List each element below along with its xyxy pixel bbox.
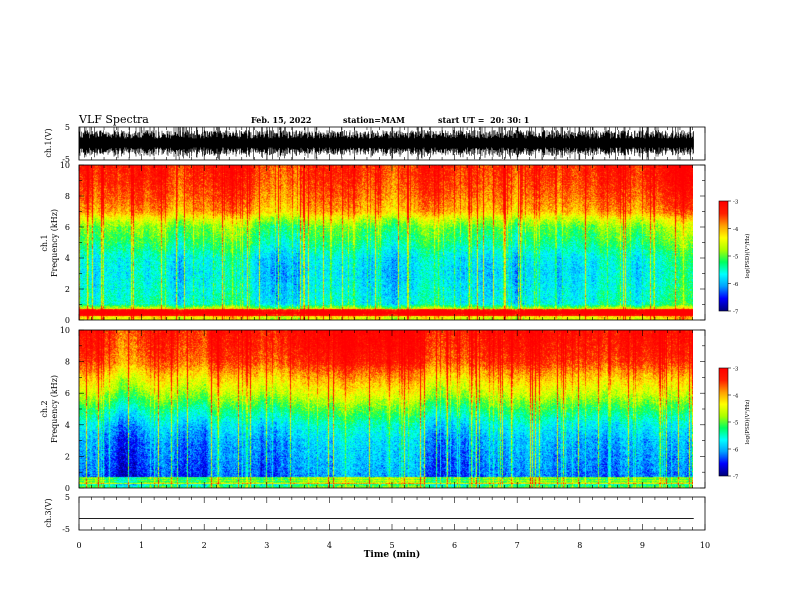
ch1-freq-ticks: 0 2 4 6 8 10 [60,161,705,325]
ch3-ytick-bottom: -5 [62,525,70,534]
ch2-freq-axis-label: Frequency (kHz) [50,375,59,443]
freq-tick-label: 0 [65,316,70,325]
ch3-waveform-ylabel: ch.3(V) [44,498,53,527]
colorbar-tick-label: -3 [733,200,739,206]
time-tick-label: 6 [452,541,457,550]
ch2-colorbar-ticks: -3 -4 -5 -6 -7 [728,367,739,481]
time-tick-label: 5 [389,541,394,550]
freq-tick-label: 8 [65,192,70,201]
freq-tick-label: 6 [65,223,70,232]
freq-tick-label: 4 [65,254,70,263]
ch3-waveform-panel: 5 -5 ch.3(V) [44,493,706,534]
ch3-ytick-top: 5 [65,493,70,502]
ch1-waveform-trace [78,127,694,160]
colorbar-tick-label: -6 [733,282,739,288]
time-tick-label: 4 [327,541,332,550]
colorbar-tick-label: -5 [733,421,739,427]
ch1-spectrogram-panel: 0 2 4 6 8 10 ch.1 Frequency (kHz) [40,161,706,325]
time-tick-label: 9 [640,541,645,550]
ch2-spectrogram-panel: 0 2 4 6 8 10 ch.2 Frequency (kHz) [40,326,706,493]
time-ticks [78,127,706,530]
ch1-channel-label: ch.1 [40,234,49,251]
freq-tick-label: 4 [65,421,70,430]
ch1-waveform-ylabel: ch.1(V) [44,128,53,157]
ch2-freq-ticks: 0 2 4 6 8 10 [60,326,705,493]
ch1-spectrogram-image [79,165,693,320]
time-tick-label: 10 [700,541,710,550]
ch1-colorbar: -3 -4 -5 -6 -7 log(PSD)(V²/Hz) [718,200,751,316]
colorbar-tick-label: -5 [733,255,739,261]
ch1-ytick-top: 5 [65,123,70,132]
freq-tick-label: 2 [65,285,70,294]
ch1-freq-axis-label: Frequency (kHz) [50,209,59,277]
freq-tick-label: 2 [65,452,70,461]
time-tick-label: 3 [264,541,269,550]
time-tick-label: 0 [76,541,81,550]
colorbar-tick-label: -6 [733,448,739,454]
ch1-colorbar-ticks: -3 -4 -5 -6 -7 [728,200,739,316]
ch2-spectrogram-image [79,330,693,488]
figure-title: VLF Spectra [78,113,149,126]
colorbar-gradient-image [719,368,728,476]
time-axis-label: Time (min) [364,549,421,560]
ch2-channel-label: ch.2 [40,400,49,417]
colorbar-tick-label: -3 [733,367,739,373]
ch2-colorbar: -3 -4 -5 -6 -7 log(PSD)(V²/Hz) [718,367,751,481]
colorbar-tick-label: -4 [733,227,739,233]
header-date: Feb. 15, 2022 [251,115,311,125]
ch1-colorbar-label: log(PSD)(V²/Hz) [744,234,751,279]
header-station: station=MAM [343,115,405,125]
time-tick-label: 2 [202,541,207,550]
time-tick-labels: 0 1 2 3 4 5 6 7 8 9 10 [76,541,710,550]
header-start-time: start UT = 20: 30: 1 [438,115,529,125]
time-tick-label: 7 [515,541,520,550]
time-tick-label: 8 [577,541,582,550]
time-tick-label: 1 [139,541,144,550]
colorbar-tick-label: -7 [733,310,739,316]
colorbar-tick-label: -4 [733,394,739,400]
ch1-waveform-core [79,138,694,148]
freq-tick-label: 10 [60,161,70,170]
freq-tick-label: 8 [65,358,70,367]
ch2-colorbar-label: log(PSD)(V²/Hz) [744,400,751,445]
freq-tick-label: 10 [60,326,70,335]
ch1-waveform-panel: 5 -5 ch.1(V) [44,123,706,164]
freq-tick-label: 0 [65,484,70,493]
ch1-ytick-bottom: -5 [62,155,70,164]
freq-tick-label: 6 [65,389,70,398]
colorbar-gradient-image [719,201,728,311]
colorbar-tick-label: -7 [733,475,739,481]
